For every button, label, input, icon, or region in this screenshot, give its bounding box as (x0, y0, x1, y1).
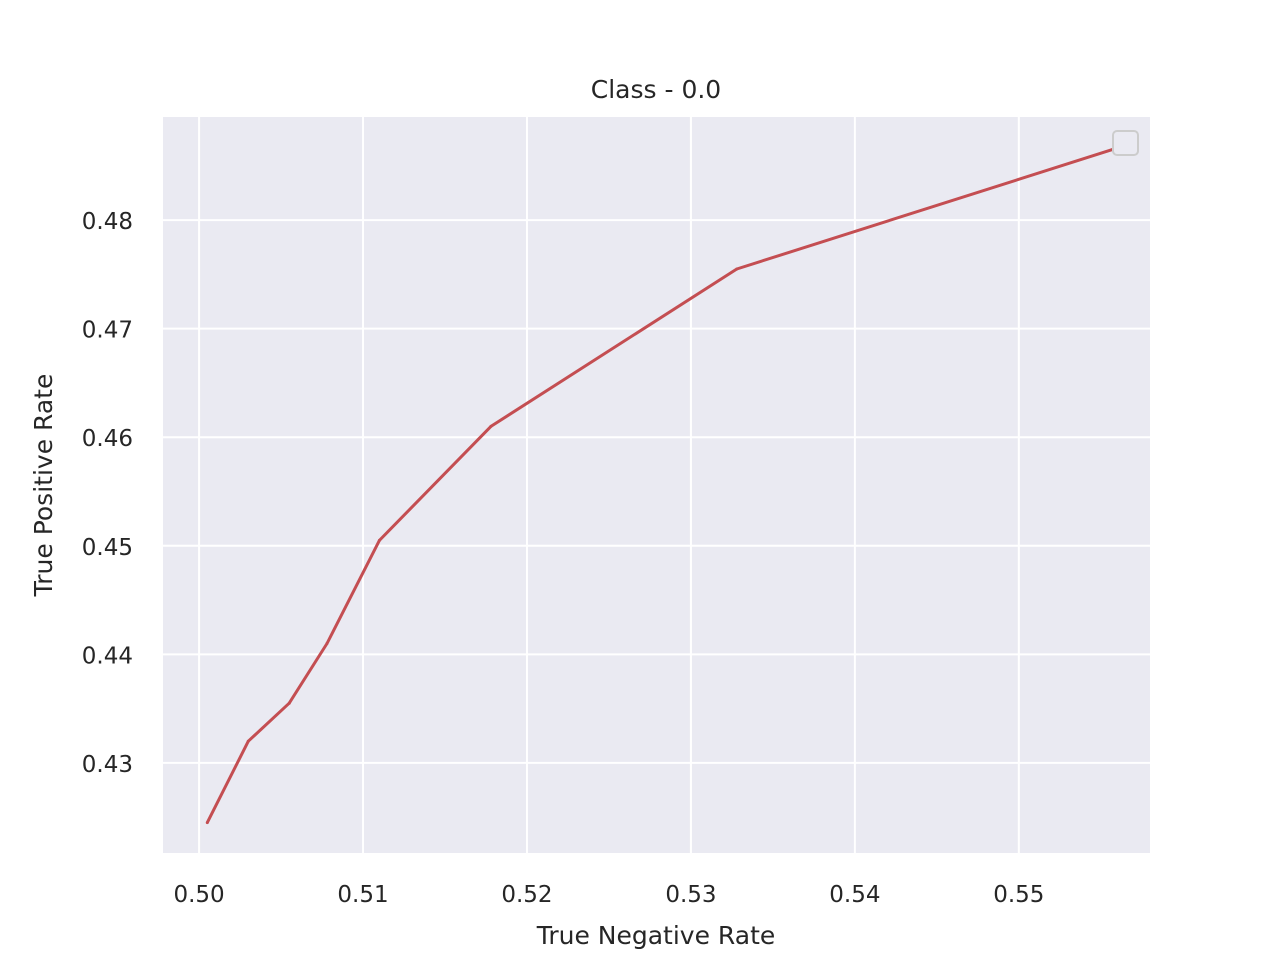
y-tick-labels: 0.43 0.44 0.45 0.46 0.47 0.48 (82, 209, 133, 778)
series-line (205, 148, 1113, 824)
data-point (287, 701, 291, 705)
y-tick-label: 0.45 (82, 535, 133, 561)
y-axis-label: True Positive Rate (29, 374, 58, 598)
data-point (735, 267, 739, 271)
series-layer (205, 148, 1114, 825)
data-point (489, 424, 493, 428)
y-tick-label: 0.44 (82, 643, 133, 669)
y-tick-label: 0.47 (82, 318, 133, 344)
legend-box (1112, 130, 1139, 156)
x-tick-label: 0.52 (501, 882, 552, 908)
x-tick-label: 0.50 (173, 882, 224, 908)
x-tick-label: 0.51 (337, 882, 388, 908)
x-axis-label: True Negative Rate (536, 921, 776, 950)
plot-area (163, 117, 1150, 853)
x-tick-label: 0.54 (829, 882, 880, 908)
grid-lines (163, 117, 1150, 853)
x-tick-label: 0.55 (993, 882, 1044, 908)
chart-title: Class - 0.0 (591, 75, 721, 104)
x-tick-labels: 0.50 0.51 0.52 0.53 0.54 0.55 (173, 882, 1044, 908)
x-tick-label: 0.53 (665, 882, 716, 908)
data-point (325, 641, 329, 645)
data-point (377, 538, 381, 542)
data-point (205, 821, 209, 825)
data-point (246, 739, 250, 743)
y-tick-label: 0.46 (82, 426, 133, 452)
y-tick-label: 0.48 (82, 209, 133, 235)
y-tick-label: 0.43 (82, 752, 133, 778)
